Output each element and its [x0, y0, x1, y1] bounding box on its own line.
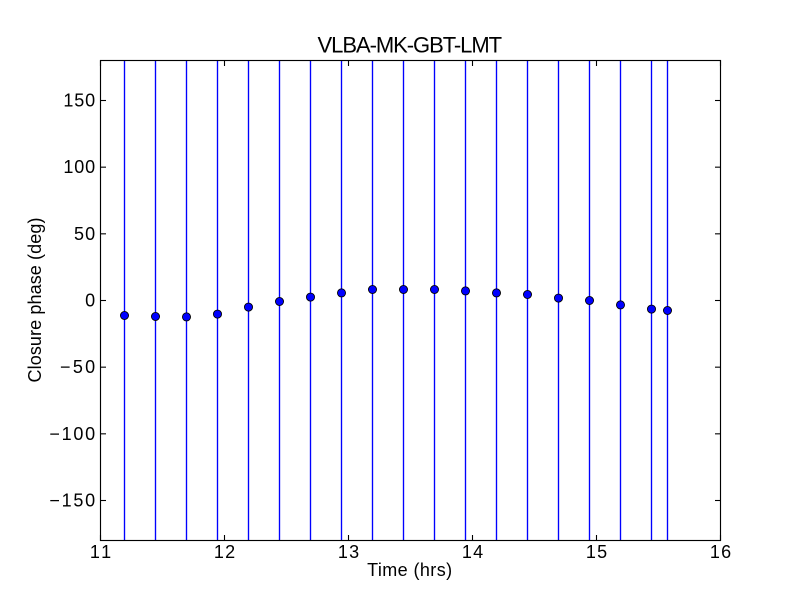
- svg-text:11: 11: [90, 542, 111, 562]
- svg-text:12: 12: [214, 542, 235, 562]
- svg-text:Closure phase (deg): Closure phase (deg): [25, 218, 45, 383]
- svg-text:14: 14: [462, 542, 483, 562]
- svg-text:VLBA-MK-GBT-LMT: VLBA-MK-GBT-LMT: [318, 33, 503, 58]
- svg-text:0: 0: [85, 291, 95, 311]
- svg-text:150: 150: [63, 91, 95, 111]
- svg-text:15: 15: [586, 542, 607, 562]
- svg-text:Time (hrs): Time (hrs): [367, 560, 452, 580]
- svg-text:−50: −50: [60, 357, 95, 377]
- svg-text:13: 13: [338, 542, 359, 562]
- svg-text:100: 100: [63, 157, 95, 177]
- svg-text:50: 50: [74, 224, 95, 244]
- svg-text:16: 16: [710, 542, 731, 562]
